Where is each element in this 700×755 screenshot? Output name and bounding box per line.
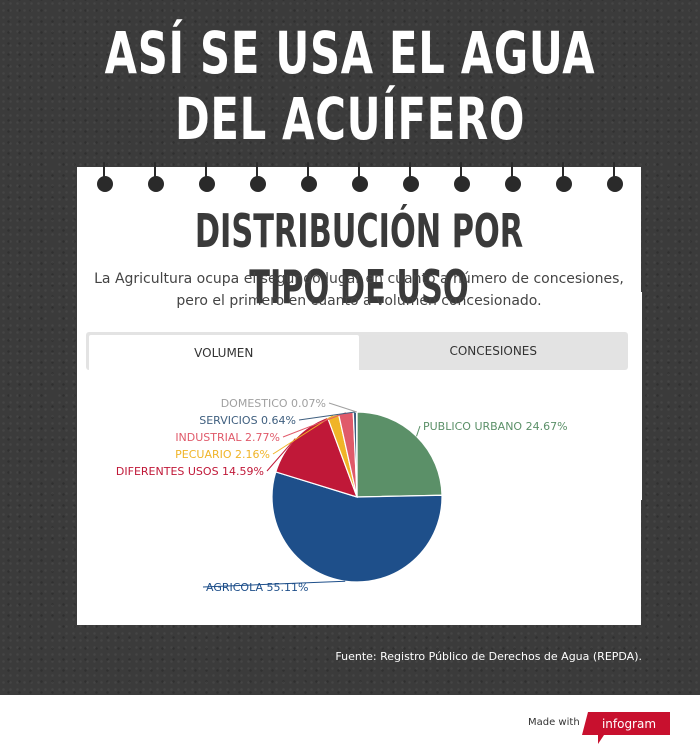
logo-badge	[582, 712, 670, 744]
slice-label: PUBLICO URBANO 24.67%	[423, 420, 568, 433]
slice-label: DIFERENTES USOS 14.59%	[116, 465, 264, 478]
logo-text: infogram	[602, 717, 656, 731]
slice-label: SERVICIOS 0.64%	[199, 414, 296, 427]
leader-line	[282, 412, 346, 438]
tab-volumen[interactable]: VOLUMEN	[89, 335, 359, 370]
binding-ring	[148, 162, 164, 192]
tab-bar: VOLUMEN CONCESIONES	[86, 332, 628, 370]
made-with-label: Made with	[528, 717, 580, 728]
leader-line	[298, 411, 355, 421]
pie-slice-diferentes-usos[interactable]	[275, 416, 358, 498]
leader-line	[266, 438, 296, 472]
binding-ring	[403, 162, 419, 192]
binding-ring	[352, 162, 368, 192]
leader-line	[416, 425, 421, 437]
leader-line	[328, 402, 357, 413]
tab-concesiones[interactable]: CONCESIONES	[449, 344, 538, 358]
infogram-logo[interactable]: infogram	[582, 712, 670, 744]
chart-subtitle: La Agricultura ocupa el segundo lugar en…	[94, 271, 624, 309]
binding-ring	[250, 162, 266, 192]
source-note: Fuente: Registro Público de Derechos de …	[335, 650, 642, 663]
page-title: ASÍ SE USA EL AGUA DEL ACUÍFERO	[104, 19, 596, 153]
binding-ring	[301, 162, 317, 192]
slice-label: DOMESTICO 0.07%	[221, 397, 326, 410]
binding-ring	[97, 162, 113, 192]
binding-ring	[607, 162, 623, 192]
chart-title: DISTRIBUCIÓN POR TIPO DE USO	[194, 204, 524, 314]
binding-ring	[505, 162, 521, 192]
pie-chart: PUBLICO URBANO 24.67% AGRICOLA 55.11% DIFE…	[116, 397, 568, 594]
binding-ring	[199, 162, 215, 192]
slice-label: INDUSTRIAL 2.77%	[175, 431, 280, 444]
slice-label: AGRICOLA 55.11%	[206, 581, 308, 594]
leader-line	[202, 580, 346, 588]
slice-label: PECUARIO 2.16%	[175, 448, 270, 461]
binding-ring	[454, 162, 470, 192]
spiral-binding	[77, 162, 641, 192]
binding-ring	[556, 162, 572, 192]
